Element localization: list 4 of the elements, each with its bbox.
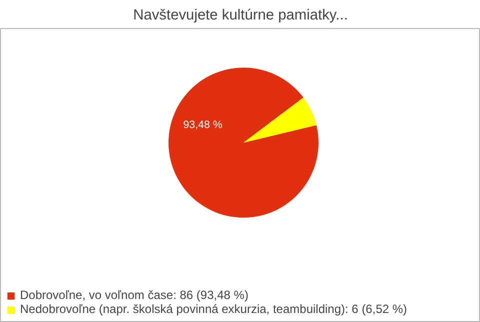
legend-label: Nedobrovoľne (napr. školská povinná exkurzia, teambuilding): 6 (6,52 %) (20, 302, 408, 316)
chart-title: Navštevujete kultúrne pamiatky... (133, 8, 348, 24)
data-label: 93,48 % (183, 119, 223, 132)
legend-label: Dobrovoľne, vo voľnom čase: 86 (93,48 %) (20, 288, 248, 302)
